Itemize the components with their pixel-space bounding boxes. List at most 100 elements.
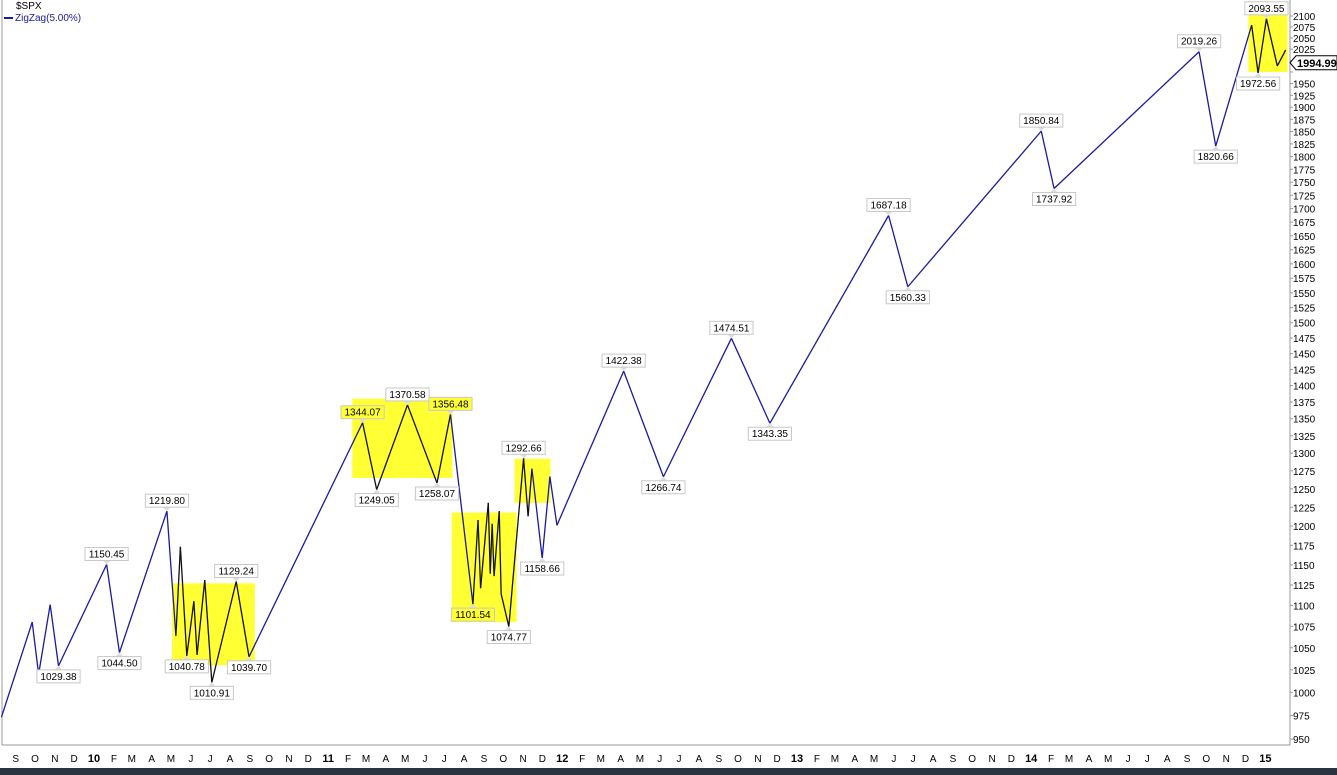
y-tick-label: 1600 — [1293, 260, 1316, 271]
pivot-label: 1150.45 — [84, 547, 129, 565]
pivot-label: 1258.07 — [414, 483, 460, 501]
label-text: 1074.77 — [491, 633, 528, 644]
label-box — [1193, 149, 1238, 164]
y-tick-label: 1625 — [1293, 246, 1316, 257]
label-pointer — [1262, 14, 1271, 19]
x-tick-label: N — [988, 754, 995, 765]
x-tick-label: F — [579, 754, 585, 765]
x-tick-label: O — [499, 754, 507, 765]
x-tick-label: N — [1223, 754, 1230, 765]
y-tick-label: 1250 — [1293, 485, 1316, 496]
last-price-box — [1289, 55, 1337, 71]
zigzag-segment — [211, 581, 237, 683]
x-tick-label: D — [1008, 754, 1015, 765]
label-box — [354, 493, 399, 508]
zigzag-segment — [166, 511, 177, 636]
zigzag-segment — [118, 510, 168, 653]
zigzag-segment — [193, 601, 198, 655]
label-box — [1235, 76, 1281, 91]
zigzag-segment — [1053, 51, 1200, 189]
y-tick-label: 1925 — [1293, 91, 1316, 102]
x-axis: S O N D 10 F M A M J J A S O N D 11 F M A M J J A S O N D 12 F M A M J J A S… — [12, 753, 1271, 765]
zigzag-segment — [549, 476, 558, 526]
x-tick-label: 12 — [556, 753, 568, 765]
label-box — [601, 353, 646, 368]
x-tick-label: M — [1104, 754, 1112, 765]
plot-frame — [1, 0, 1291, 746]
x-tick-label: A — [1086, 754, 1093, 765]
y-tick-label: 1775 — [1293, 165, 1316, 176]
label-text: 1249.05 — [359, 496, 396, 507]
label-text: 1343.35 — [752, 429, 789, 440]
x-tick-label: S — [481, 754, 488, 765]
x-tick-label: O — [31, 754, 39, 765]
x-tick-label: 10 — [88, 753, 100, 765]
pivot-label: 1972.56 — [1235, 73, 1281, 91]
zigzag-segment — [531, 468, 543, 559]
pivot-label: 1010.91 — [189, 682, 234, 700]
label-box — [520, 561, 565, 576]
label-pointer — [884, 211, 893, 216]
pivot-label: 1158.66 — [520, 558, 565, 576]
label-pointer — [468, 604, 477, 609]
label-text: 2093.55 — [1248, 4, 1285, 15]
label-pointer — [102, 560, 111, 565]
label-text: 1292.66 — [506, 443, 543, 454]
pivot-label: 1737.92 — [1031, 188, 1077, 206]
x-tick-label: O — [734, 754, 742, 765]
zigzag-segment — [179, 546, 188, 656]
label-pointer — [403, 400, 412, 405]
zigzag-segment — [196, 580, 206, 655]
y-tick-label: 1425 — [1293, 365, 1316, 376]
pivot-label: 1266.74 — [641, 476, 686, 495]
label-box — [501, 440, 546, 455]
label-box — [214, 563, 259, 578]
label-pointer — [1254, 73, 1263, 78]
label-pointer — [162, 507, 171, 512]
label-box — [450, 607, 496, 622]
y-tick-label: 1200 — [1293, 522, 1316, 533]
y-tick-label: 975 — [1293, 711, 1310, 722]
pivot-label: 1129.24 — [214, 563, 259, 582]
label-pointer — [245, 656, 254, 661]
y-tick-label: 1525 — [1293, 304, 1316, 315]
label-text: 1150.45 — [89, 550, 125, 561]
label-text: 1737.92 — [1036, 194, 1073, 205]
label-text: 1039.70 — [231, 663, 268, 674]
x-tick-label: 13 — [791, 753, 803, 765]
zigzag-segment — [449, 414, 474, 605]
zigzag-segment — [175, 546, 182, 636]
x-tick-label: 11 — [322, 753, 334, 765]
zigzag-segment — [376, 404, 409, 490]
x-tick-label: J — [423, 754, 428, 765]
highlight-box — [451, 512, 517, 623]
y-tick-label: 1150 — [1293, 561, 1315, 572]
label-text: 1129.24 — [218, 566, 254, 577]
label-pointer — [519, 454, 528, 459]
pivot-label: 1687.18 — [866, 198, 911, 216]
label-text: 1258.07 — [419, 489, 456, 500]
label-pointer — [538, 558, 547, 563]
legend-indicator-label: ZigZag(5.00%) — [15, 13, 82, 24]
zigzag-segment — [1198, 51, 1217, 147]
x-tick-label: J — [911, 754, 916, 765]
pivot-label: 1560.33 — [885, 286, 930, 305]
x-tick-label: M — [597, 754, 605, 765]
y-tick-label: 1275 — [1293, 467, 1316, 478]
x-tick-label: J — [188, 754, 193, 765]
y-tick-label: 1450 — [1293, 350, 1316, 361]
y-tick-label: 1725 — [1293, 191, 1316, 202]
legend-indicator: ZigZag(5.00%) — [4, 13, 81, 25]
label-box — [84, 547, 129, 562]
y-tick-label: 1125 — [1293, 581, 1315, 592]
zigzag-segment — [493, 510, 500, 577]
x-tick-label: A — [930, 754, 937, 765]
label-text: 1044.50 — [101, 659, 138, 670]
x-tick-label: A — [696, 754, 703, 765]
label-pointer — [232, 577, 241, 582]
zigzag-segment — [508, 458, 525, 627]
zigzag-segment — [49, 604, 60, 666]
pivot-label: 1370.58 — [385, 387, 430, 405]
label-text: 1474.51 — [713, 323, 750, 334]
